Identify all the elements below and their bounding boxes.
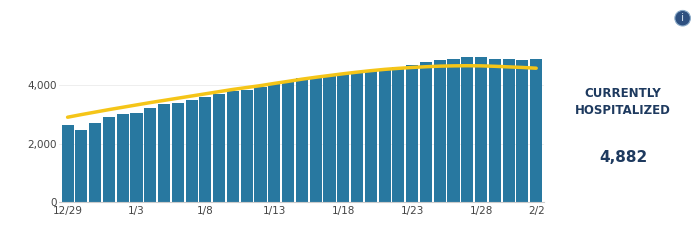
Bar: [186, 100, 198, 202]
Bar: [447, 59, 459, 202]
Bar: [337, 74, 349, 202]
Bar: [227, 91, 239, 202]
Text: 4,882: 4,882: [599, 149, 647, 164]
Text: i: i: [681, 13, 684, 23]
Bar: [461, 57, 473, 202]
Bar: [351, 72, 363, 202]
Bar: [530, 59, 542, 202]
Bar: [475, 57, 487, 202]
Bar: [378, 69, 391, 202]
Bar: [200, 97, 211, 202]
Text: CURRENTLY
HOSPITALIZED: CURRENTLY HOSPITALIZED: [575, 87, 671, 117]
Bar: [310, 78, 322, 202]
Bar: [268, 84, 281, 202]
Bar: [517, 60, 528, 202]
Bar: [255, 87, 267, 202]
Bar: [61, 125, 74, 202]
Bar: [172, 103, 184, 202]
Bar: [503, 59, 514, 202]
Bar: [296, 78, 308, 202]
Text: Daily Number of People Currently Hospitalized: Daily Number of People Currently Hospita…: [153, 12, 503, 25]
Bar: [213, 94, 225, 202]
Bar: [75, 129, 87, 202]
Bar: [392, 67, 404, 202]
Bar: [489, 59, 501, 202]
Bar: [131, 113, 142, 202]
Bar: [282, 81, 294, 202]
Bar: [323, 76, 336, 202]
Bar: [433, 60, 446, 202]
Bar: [365, 70, 377, 202]
Bar: [241, 90, 253, 202]
Bar: [158, 104, 170, 202]
Bar: [117, 114, 129, 202]
Bar: [89, 123, 101, 202]
Bar: [103, 117, 115, 202]
Bar: [406, 65, 418, 202]
Bar: [144, 108, 156, 202]
Bar: [420, 62, 432, 202]
